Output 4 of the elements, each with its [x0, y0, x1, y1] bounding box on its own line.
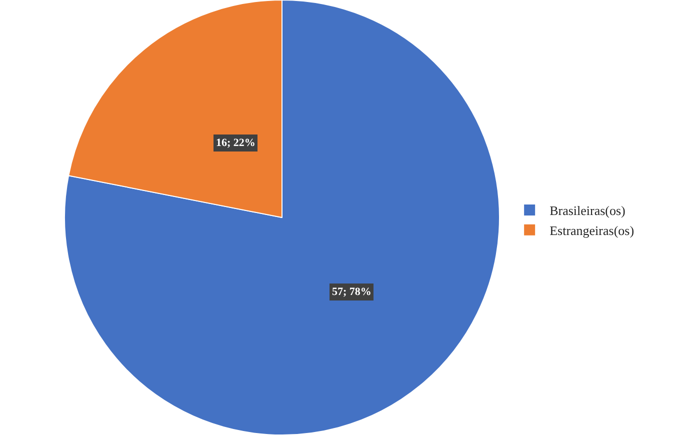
data-label: 57; 78%	[332, 286, 372, 298]
legend-label: Estrangeiras(os)	[550, 222, 634, 238]
data-label: 16; 22%	[216, 137, 256, 149]
legend-label: Brasileiras(os)	[550, 203, 626, 218]
